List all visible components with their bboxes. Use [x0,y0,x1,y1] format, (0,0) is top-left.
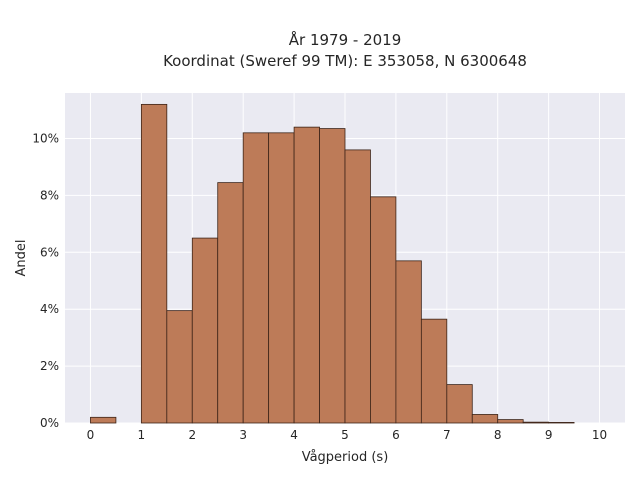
x-tick-label: 10 [592,428,607,442]
y-tick-label: 6% [40,245,59,259]
histogram-bar [497,419,524,424]
x-tick-label: 9 [545,428,553,442]
histogram-bar [90,416,117,424]
bars [90,103,575,424]
x-tick-label: 8 [494,428,502,442]
chart-title-line-2: Koordinat (Sweref 99 TM): E 353058, N 63… [163,52,527,70]
x-tick-label: 6 [392,428,400,442]
x-axis-label: Vågperiod (s) [302,450,389,465]
histogram-bar [420,318,448,424]
x-tick-label: 7 [443,428,451,442]
histogram-bar [471,414,499,424]
histogram-bar [548,422,575,424]
chart-title-line-1: År 1979 - 2019 [289,30,402,49]
histogram-bar [242,132,270,424]
x-tick-label: 1 [138,428,146,442]
y-axis-label: Andel [14,240,29,277]
y-tick-label: 8% [40,188,59,202]
x-tick-label: 4 [290,428,298,442]
y-tick-label: 2% [40,359,59,373]
y-tick-label: 10% [32,132,59,146]
histogram-bar [140,103,168,424]
x-axis-ticks: 0 1 2 3 4 5 6 7 8 9 10 [87,428,608,442]
histogram-bar [191,237,219,424]
x-tick-label: 0 [87,428,95,442]
histogram-bar [522,421,550,424]
x-tick-label: 5 [341,428,349,442]
histogram-bar [217,182,244,424]
histogram-bar [268,132,295,424]
y-tick-label: 0% [40,416,59,430]
y-axis-ticks: 0% 2% 4% 6% 8% 10% [32,132,59,430]
histogram-bar [166,310,193,424]
histogram-bar [446,384,473,424]
histogram-bar [293,126,320,424]
y-tick-label: 4% [40,302,59,316]
histogram-bar [370,196,397,424]
histogram-bar [344,149,371,424]
histogram-bar [395,260,422,424]
x-tick-label: 2 [188,428,196,442]
histogram-bar [319,128,346,424]
x-tick-label: 3 [239,428,247,442]
